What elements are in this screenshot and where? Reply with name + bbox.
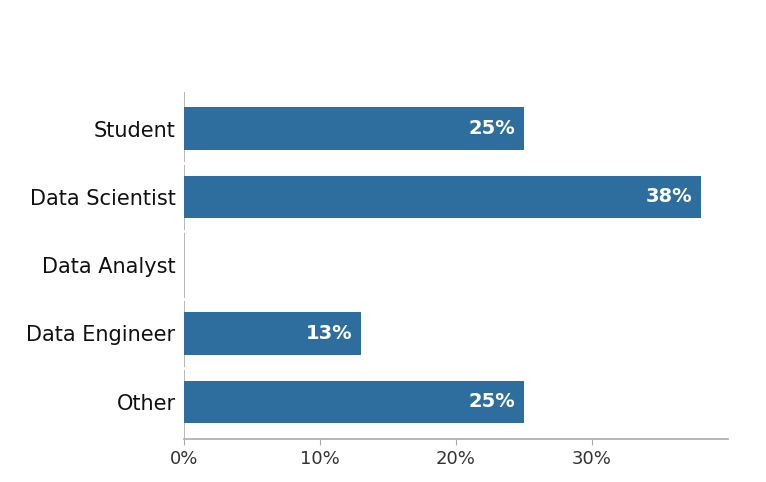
Bar: [184, 312, 361, 355]
Text: What is your activity?: What is your activity?: [196, 25, 570, 54]
Text: 13%: 13%: [306, 324, 352, 343]
Bar: [184, 107, 524, 150]
Bar: [184, 175, 700, 218]
Text: 25%: 25%: [469, 392, 516, 411]
Text: 38%: 38%: [646, 187, 692, 206]
Text: 25%: 25%: [469, 119, 516, 138]
Bar: [184, 380, 524, 423]
